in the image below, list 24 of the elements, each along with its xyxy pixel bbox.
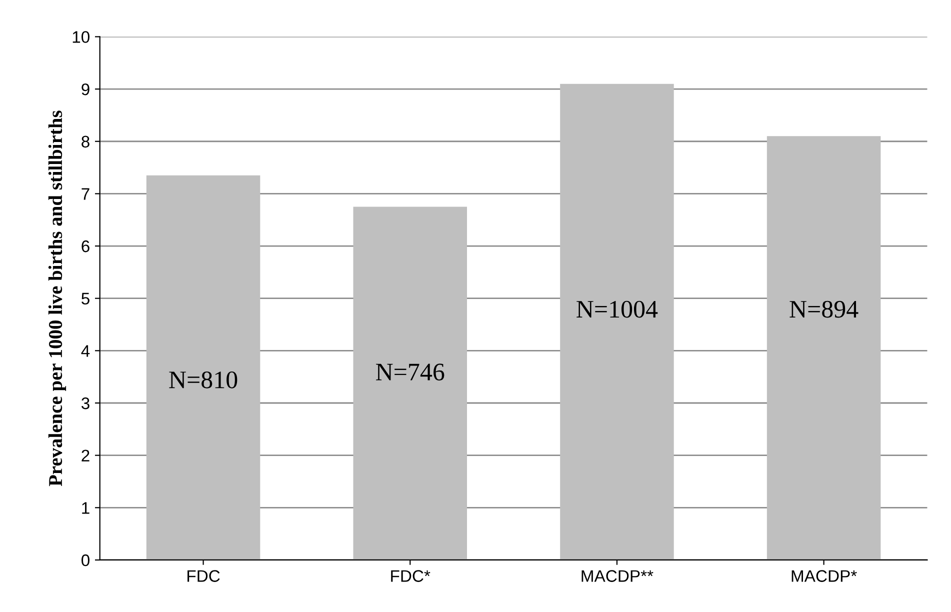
x-tick-label: MACDP** [582,570,654,582]
annotation: N=894 [790,300,858,318]
bar [560,84,674,560]
y-tick-label: 2 [82,450,90,462]
annotation: N=746 [376,364,444,380]
bar [146,175,260,560]
y-axis-title: Prevalence per 1000 live births and stillbirths [48,110,66,486]
annotation: N=1004 [576,300,658,318]
y-tick-label: 9 [82,83,90,96]
bar [766,136,881,560]
y-tick-label: 3 [82,397,90,410]
y-tick-label: 10 [72,31,90,43]
y-tick-label: 6 [82,240,90,252]
annotation: N=810 [169,371,238,388]
x-tick-label: FDC* [391,570,430,582]
y-tick-label: 1 [82,502,90,514]
y-tick-label: 5 [82,292,90,305]
bar [353,206,467,560]
x-tick-label: MACDP* [792,570,857,582]
y-tick-label: 7 [82,188,90,200]
y-tick-label: 4 [81,345,90,357]
y-tick-label: 0 [82,554,90,566]
y-tick-label: 8 [82,136,90,148]
x-tick-label: FDC [188,570,220,582]
